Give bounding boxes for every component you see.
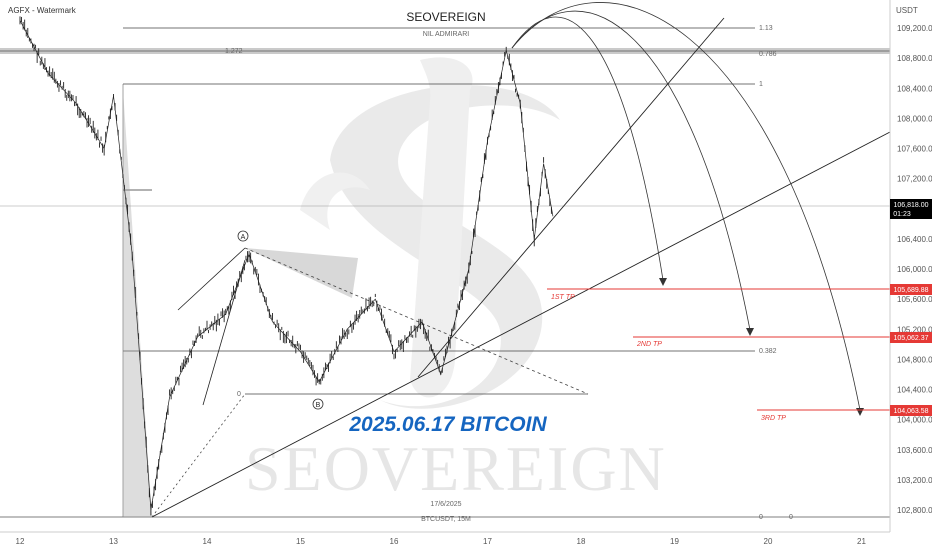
channel-upper [178,248,245,310]
wave-label-a-text: A [241,234,246,241]
watermark-text: SEOVEREIGN [245,433,667,504]
fib-label-786: 0.786 [759,51,777,58]
currency-label: USDT [896,6,918,15]
price-tick-label: 104,800.00 [897,355,932,364]
arrow-head-3 [856,408,864,416]
fib-label-0-right-b: 0 [789,514,793,521]
fib-label-113: 1.13 [759,25,773,32]
price-tick-label: 104,000.00 [897,416,932,425]
arrow-head-1 [659,278,667,286]
dashed-support [152,394,245,517]
price-tick-label: 108,400.00 [897,84,932,93]
wave-label-a: A [238,231,248,241]
price-tick-label: 106,000.00 [897,265,932,274]
brand-subtitle: NIL ADMIRARI [423,31,469,38]
price-tick-label: 109,200.00 [897,24,932,33]
symbol-label: AGFX - Watermark [8,6,77,15]
countdown-text: 01:23 [893,211,911,218]
channel-lower [203,260,245,405]
fib-label-1: 1 [759,81,763,88]
price-tick-label: 104,400.00 [897,386,932,395]
price-tick-label: 107,600.00 [897,145,932,154]
target-badge-3-text: 104,063.58 [893,408,928,415]
time-tick-label: 21 [857,537,866,546]
shade-impulse [123,90,152,517]
fib-label-382: 0.382 [759,348,777,355]
time-tick-label: 14 [203,537,212,546]
price-axis[interactable]: 109,200.00 108,800.00 108,400.00 108,000.00… [897,24,932,515]
price-tick-label: 106,400.00 [897,235,932,244]
target-label-1: 1ST TP [551,294,575,301]
price-tick-label: 102,800.00 [897,506,932,515]
target-badge-1-text: 105,689.88 [893,287,928,294]
target-label-2: 2ND TP [636,341,662,348]
time-tick-label: 18 [577,537,586,546]
fib-label-0-left: 0 [237,391,241,398]
fib-label-1272: 1.272 [225,48,243,55]
price-tick-label: 103,600.00 [897,446,932,455]
time-tick-label: 20 [764,537,773,546]
target-label-3: 3RD TP [761,415,786,422]
time-tick-label: 13 [109,537,118,546]
price-tick-label: 107,200.00 [897,175,932,184]
price-tick-label: 105,600.00 [897,295,932,304]
wave-label-b-text: B [316,402,321,409]
wave-label-b: B [313,399,323,409]
time-axis[interactable]: 12 13 14 15 16 17 18 19 20 21 [16,537,867,546]
brand-title: SEOVEREIGN [406,10,485,24]
time-tick-label: 16 [390,537,399,546]
time-tick-label: 19 [670,537,679,546]
time-tick-label: 15 [296,537,305,546]
price-tick-label: 108,000.00 [897,114,932,123]
arrow-head-2 [746,328,754,336]
watermark-date: 17/6/2025 [430,501,461,508]
target-badge-2-text: 105,062.37 [893,335,928,342]
current-price-text: 106,818.00 [893,202,928,209]
projection-arc-2 [512,11,750,330]
time-tick-label: 12 [16,537,25,546]
fib-label-0-right-a: 0 [759,514,763,521]
time-tick-label: 17 [483,537,492,546]
headline-title: 2025.06.17 BITCOIN [348,413,547,436]
price-tick-label: 103,200.00 [897,476,932,485]
price-tick-label: 108,800.00 [897,54,932,63]
